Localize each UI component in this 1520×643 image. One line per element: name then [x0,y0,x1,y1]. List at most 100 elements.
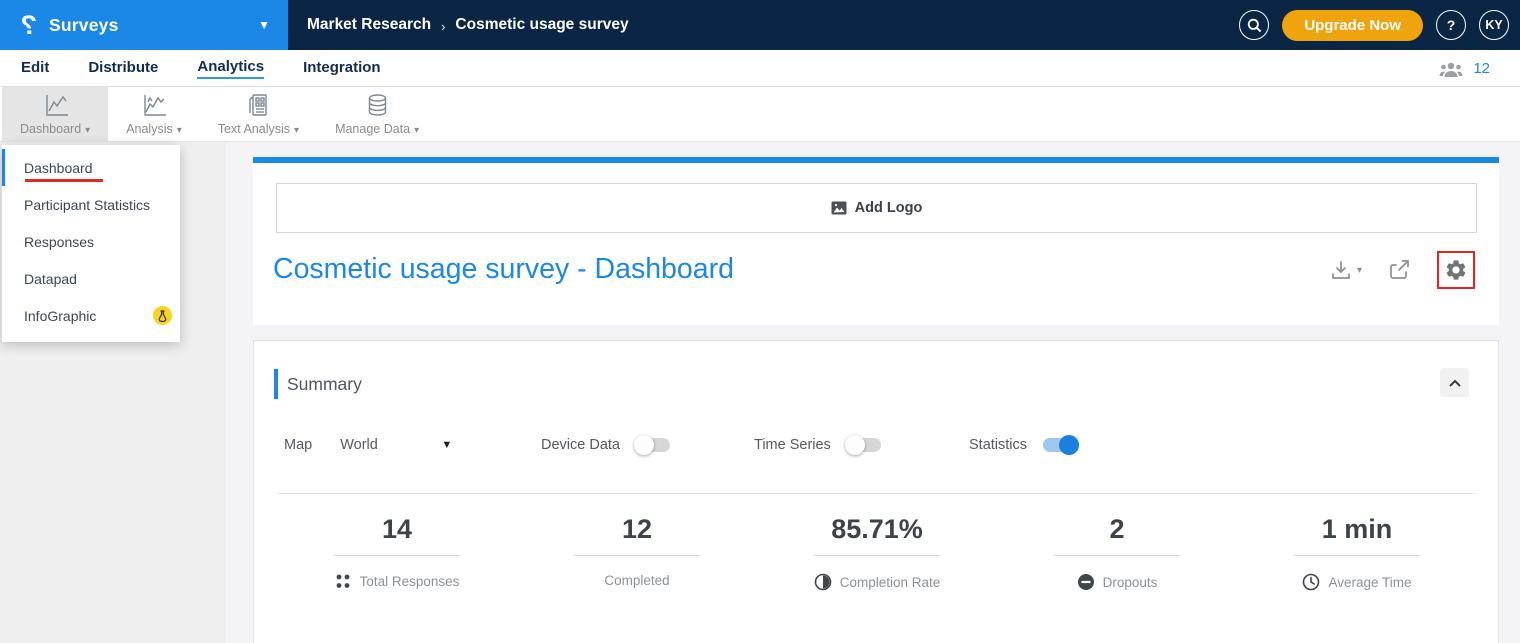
stat-label-text: Average Time [1328,574,1412,590]
minus-circle-icon [1077,574,1094,590]
statistics-label: Statistics [969,437,1028,453]
flask-icon [158,309,167,322]
multi-line-chart-icon [144,95,167,116]
avatar[interactable]: KY [1479,10,1509,40]
toggle-knob [633,435,654,455]
toolbar-item-dashboard[interactable]: Dashboard ▾ [2,87,109,141]
device-data-toggle[interactable] [633,435,670,455]
time-series-control: Time Series [754,435,881,455]
tab-analytics[interactable]: Analytics [197,58,265,79]
upgrade-now-button[interactable]: Upgrade Now [1282,9,1423,41]
collaborators-count: 12 [1473,60,1490,77]
stat-completed: 12 Completed [517,513,757,591]
report-document-icon [249,94,267,116]
breadcrumb-folder[interactable]: Market Research [307,16,432,33]
menu-item-responses[interactable]: Responses [24,233,95,250]
collapse-button[interactable] [1440,368,1469,397]
stat-underline [574,555,700,556]
statistics-control: Statistics [969,435,1080,455]
menu-item-participant-statistics[interactable]: Participant Statistics [24,196,151,213]
analytics-toolbar: Dashboard ▾ Analysis ▾ Text Analysis ▾ Mana… [0,87,1520,142]
chevron-down-icon: ▾ [85,125,91,136]
summary-stats: 14 Total Responses 12 Completed 85.71% [277,513,1477,591]
share-icon [1390,260,1409,279]
labs-badge [153,306,172,325]
stat-value: 14 [381,514,413,544]
half-circle-icon [814,573,832,591]
stat-underline [814,555,940,556]
breadcrumb-separator-icon: › [441,18,446,34]
search-icon [1247,18,1262,32]
stat-underline [1054,555,1180,556]
map-select[interactable]: World ▼ [340,437,452,453]
survey-nav: Edit Distribute Analytics Integration 12 [0,50,1520,87]
clock-icon [1303,573,1320,591]
stat-value: 12 [621,514,653,544]
toolbar-item-analysis[interactable]: Analysis ▾ [108,87,200,141]
annotation-red-box [1437,251,1475,289]
tab-integration[interactable]: Integration [303,58,381,76]
stat-dropouts: 2 Dropouts [997,513,1237,591]
people-icon [1439,62,1463,77]
divider [277,493,1477,494]
tab-edit[interactable]: Edit [21,58,50,76]
download-icon [1332,261,1350,279]
stat-label-text: Completion Rate [839,574,941,590]
avatar-initials: KY [1485,18,1503,32]
time-series-toggle[interactable] [844,435,881,455]
product-name: Surveys [49,14,119,35]
device-data-label: Device Data [541,437,620,453]
breadcrumb-survey[interactable]: Cosmetic usage survey [455,16,629,33]
add-logo-button[interactable]: Add Logo [276,183,1477,233]
toggle-knob [1059,435,1080,455]
menu-item-dashboard[interactable]: Dashboard [2,149,180,186]
settings-gear-icon [1446,260,1466,280]
stat-label-text: Total Responses [359,574,460,589]
chevron-down-icon: ▼ [441,439,453,451]
line-chart-icon [45,95,68,116]
tab-distribute[interactable]: Distribute [88,58,159,76]
share-button[interactable] [1388,259,1411,281]
help-button[interactable]: ? [1436,10,1466,40]
toggle-knob [844,435,865,455]
toolbar-item-manage-data[interactable]: Manage Data ▾ [317,87,437,141]
stat-average-time: 1 min Average Time [1237,513,1477,591]
dashboard-dropdown-menu: Dashboard Participant Statistics Respons… [2,145,180,342]
menu-item-datapad[interactable]: Datapad [24,270,77,287]
download-button[interactable]: ▾ [1330,259,1362,281]
grid-dots-icon [336,574,349,588]
summary-title: Summary [287,374,362,394]
dashboard-header-panel: Add Logo Cosmetic usage survey - Dashboa… [253,157,1499,325]
product-switcher[interactable]: ? Surveys ▼ [0,0,288,50]
annotation-red-underline [25,179,103,182]
stat-label-text: Completed [604,573,670,588]
collaborators[interactable]: 12 [1439,50,1490,87]
accent-bar [274,369,278,399]
breadcrumb: Market Research › Cosmetic usage survey [307,0,629,50]
stat-underline [334,555,460,556]
stat-value: 2 [1109,514,1125,544]
summary-controls: Map World ▼ Device Data Time Series Stat… [284,435,1474,461]
settings-button[interactable] [1444,258,1468,282]
chevron-down-icon: ▾ [1356,264,1362,276]
question-mark-icon: ? [1446,17,1456,33]
header-actions: Upgrade Now ? KY [1239,0,1509,50]
dashboard-actions: ▾ [1330,251,1475,289]
menu-item-infographic[interactable]: InfoGraphic [2,297,180,334]
statistics-toggle[interactable] [1043,435,1080,455]
database-icon [368,94,386,116]
chevron-down-icon: ▾ [414,125,420,136]
device-data-control: Device Data [541,435,670,455]
toolbar-item-text-analysis[interactable]: Text Analysis ▾ [200,87,317,141]
map-selected-value: World [340,437,378,453]
stat-completion-rate: 85.71% Completion Rate [757,513,997,591]
chevron-down-icon: ▾ [294,125,300,136]
search-button[interactable] [1239,10,1270,40]
chevron-up-icon [1448,379,1461,387]
stat-underline [1294,555,1420,556]
image-icon [831,201,847,215]
chevron-down-icon: ▼ [258,18,270,32]
page-title: Cosmetic usage survey - Dashboard [273,253,734,285]
summary-card: Summary Map World ▼ Device Data Time Ser… [253,340,1499,643]
stat-value: 85.71% [831,514,923,544]
